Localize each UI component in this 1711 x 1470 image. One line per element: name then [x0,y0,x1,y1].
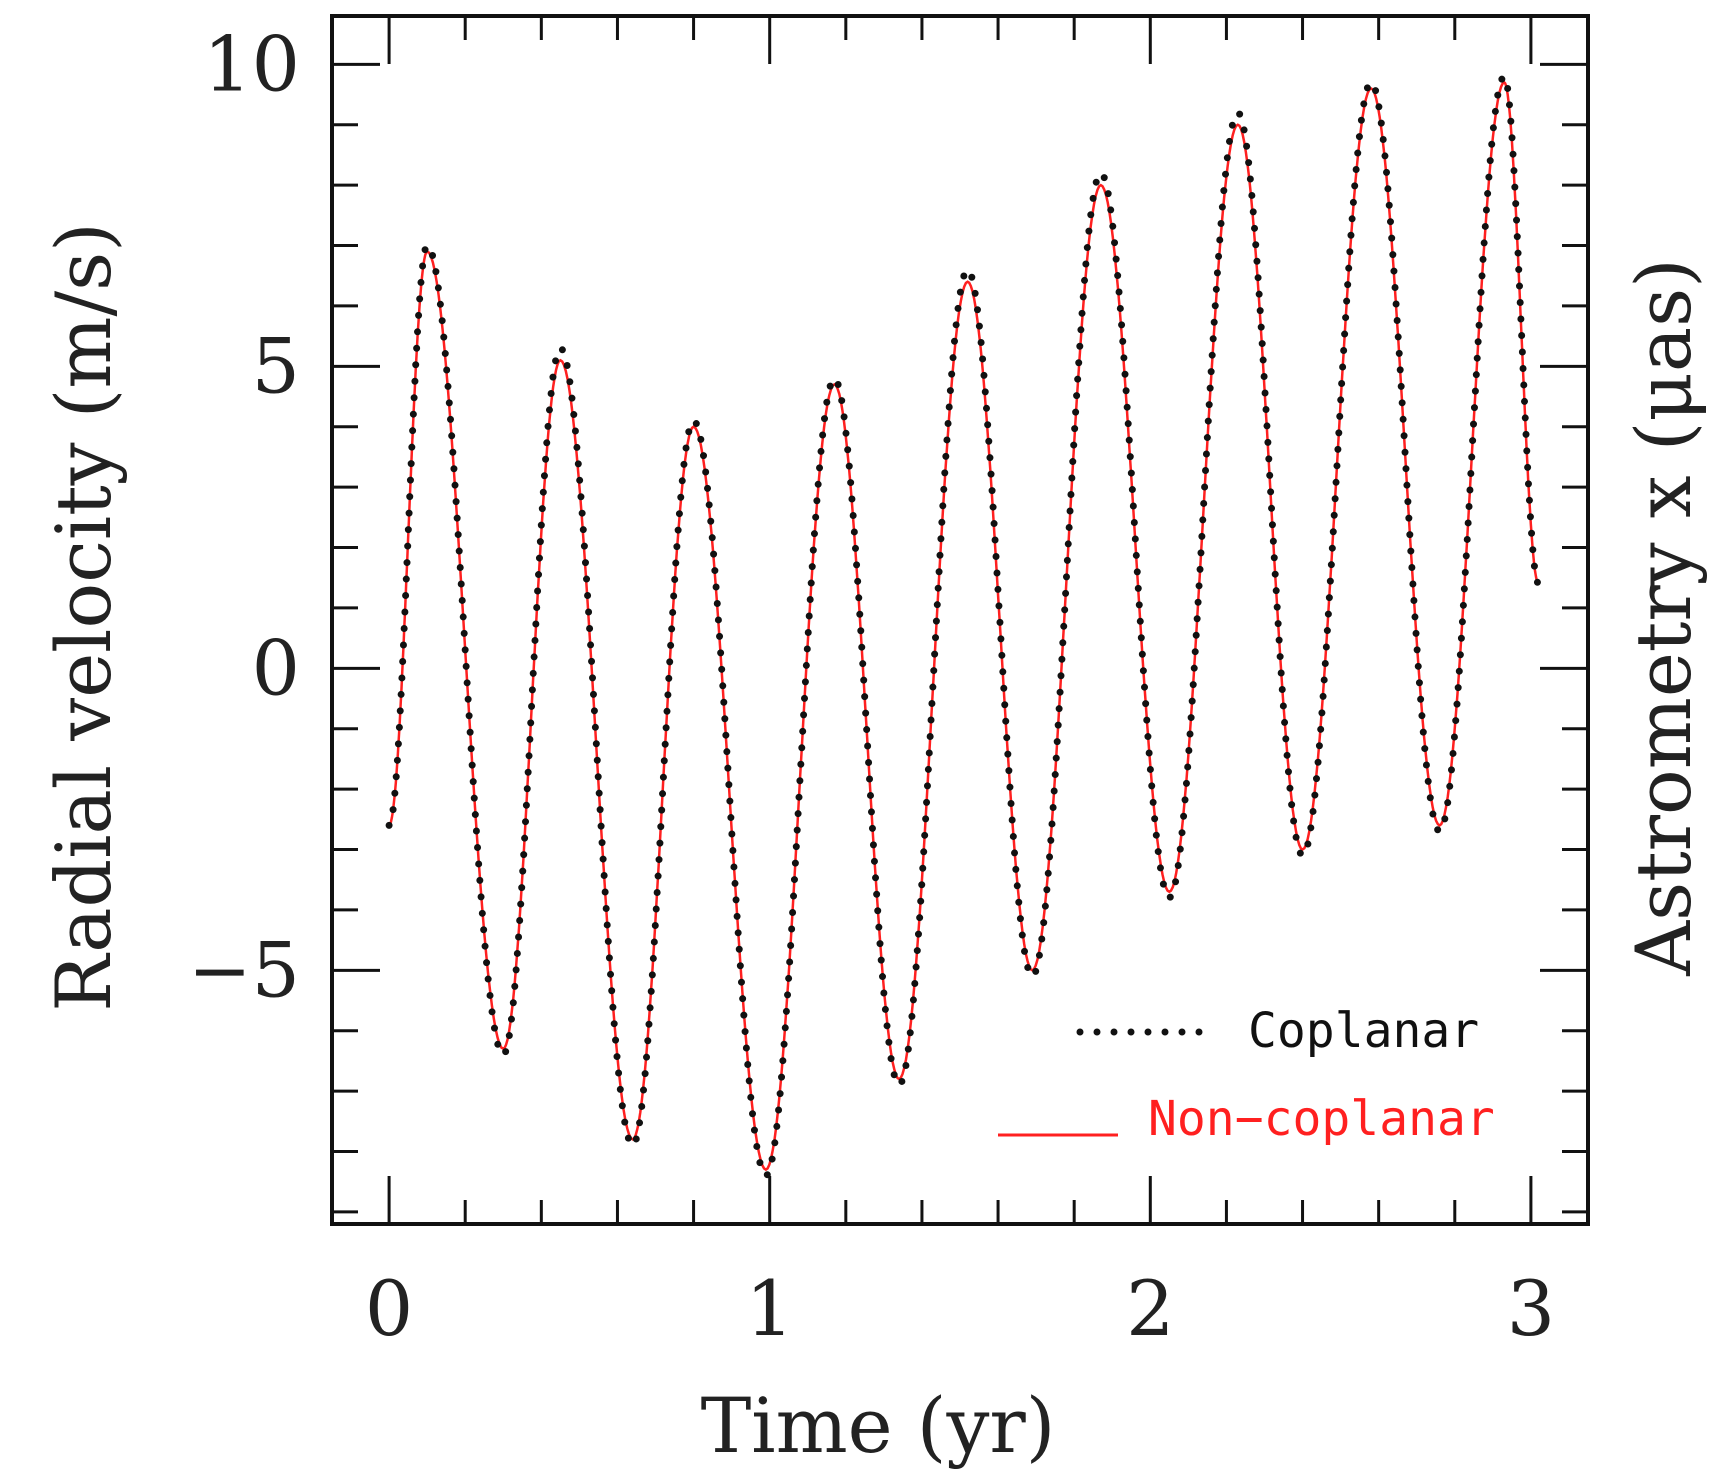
tick-labels: 0 1 2 3 10 5 0 −5 [188,19,1555,1353]
x-tick-label: 0 [365,1264,413,1353]
y-tick-label: −5 [188,925,300,1014]
legend: Coplanar Non−coplanar [998,1003,1495,1147]
plot-series [385,71,1542,1180]
y-axis-label: Radial velocity (m/s) [39,222,128,1011]
x-tick-label: 3 [1507,1264,1555,1353]
axis-ticks [332,16,1588,1224]
x-tick-label: 1 [746,1264,794,1353]
x-axis-label: Time (yr) [701,1381,1056,1470]
legend-label-non-coplanar: Non−coplanar [1148,1091,1495,1147]
plot-frame [330,14,1590,1226]
y-axis-label-right: Astrometry x (μas) [1619,258,1708,977]
x-tick-label: 2 [1126,1264,1174,1353]
series-line-coplanar [385,71,1542,1180]
legend-label-coplanar: Coplanar [1248,1003,1479,1059]
y-tick-label: 10 [203,19,300,108]
y-tick-label: 5 [252,321,300,410]
y-tick-label: 0 [252,623,300,712]
series-line-non-coplanar [388,80,1540,1172]
